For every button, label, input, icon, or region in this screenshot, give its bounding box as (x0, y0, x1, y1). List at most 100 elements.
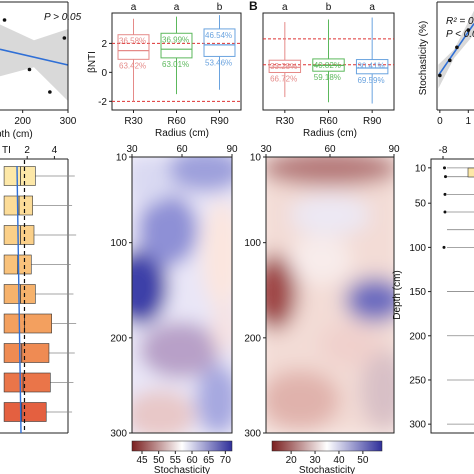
bnti-left-panel: -2 0 2 R30 R60 R90 a a b 36.58% 63.42% 36.99% 63.… (87, 2, 242, 127)
colorbar (271, 440, 383, 452)
x-tick-label: 90 (388, 144, 400, 155)
depth-boxplot-left-panel: 2 4 TI (0, 145, 77, 434)
x-tick-label: 30 (260, 144, 272, 155)
percent-top: 36.58% (119, 37, 146, 46)
significance-letter: a (174, 2, 180, 13)
significance-letter: a (282, 2, 288, 13)
percent-bottom: 66.72% (270, 74, 297, 83)
heatmap-left-panel: 30 60 90 10 100 200 300 Radius (cm) 45 50 55 60 6… (110, 128, 238, 474)
depth-box-row (3, 254, 71, 275)
depth-box-row (3, 313, 77, 334)
x-tick-label: R30 (124, 116, 143, 127)
outlier-point (443, 192, 447, 196)
colorbar-tick-label: 45 (136, 455, 148, 466)
colorbar-tick-label: 50 (357, 455, 369, 466)
data-point (438, 73, 442, 78)
percent-top: 46.54% (205, 31, 232, 40)
panel-title: TI (2, 145, 11, 156)
x-tick-label: 2 (24, 145, 30, 156)
colorbar-tick-label: 30 (309, 455, 321, 466)
x-tick-label: 0 (437, 116, 443, 127)
y-tick-label: 200 (409, 331, 426, 342)
y-tick-label: 300 (244, 429, 261, 440)
data-point (27, 67, 32, 72)
percent-top: 30.41% (357, 62, 384, 71)
x-tick-label: 4 (52, 145, 58, 156)
colorbar-tick-label: 70 (220, 455, 232, 466)
p-annotation: P < 0.00 (446, 29, 474, 40)
data-point (62, 36, 67, 40)
colorbar-tick-label: 60 (186, 455, 198, 466)
x-tick-label: 30 (126, 144, 138, 155)
percent-top: 33.28% (270, 62, 297, 71)
box-body (3, 402, 47, 422)
y-tick-label: -2 (98, 97, 107, 108)
data-point (48, 90, 52, 94)
y-axis-label: Stochasticity (%) (418, 21, 429, 95)
depth-box-row (3, 225, 77, 245)
box-r90 (355, 17, 389, 104)
significance-letter: b (326, 2, 332, 13)
data-point (466, 28, 471, 32)
colorbar-tick-label: 20 (286, 455, 298, 466)
trend-line (16, 165, 22, 434)
box-r90 (203, 15, 236, 90)
percent-bottom: 63.01% (162, 60, 189, 69)
x-axis-label: pth (cm) (0, 129, 33, 140)
box-body (160, 32, 193, 59)
percent-bottom: 63.42% (119, 61, 146, 70)
x-tick-label: R90 (363, 116, 382, 127)
p-annotation: P > 0.05 (44, 12, 82, 23)
box-body (3, 284, 36, 304)
colorbar-label: Stochasticity (154, 465, 210, 474)
y-axis-label: βNTI (87, 51, 98, 73)
outlier-point (443, 210, 447, 214)
x-tick-label: 90 (226, 144, 238, 155)
percent-bottom: 53.46% (205, 58, 232, 67)
data-point (2, 18, 7, 22)
x-tick-label: 200 (14, 116, 31, 127)
percent-top: 36.99% (162, 35, 189, 44)
panel-letter-b: B (249, 0, 258, 13)
x-tick-label: R30 (276, 116, 295, 127)
colorbar (131, 440, 233, 452)
y-tick-label: 300 (409, 420, 426, 431)
colorbar-tick-label: 40 (333, 455, 345, 466)
colorbar-tick-label: 50 (153, 455, 165, 466)
heatmap-surface (266, 157, 394, 433)
r2-annotation: R² = 0.6 (446, 16, 474, 27)
depth-box-row (3, 372, 74, 393)
box-body (3, 225, 35, 245)
y-tick-label: 200 (244, 333, 261, 344)
box-body (117, 34, 150, 60)
depth-box-row (3, 284, 74, 304)
depth-boxplot-right-panel: 10 50 100 150 200 250 300 -8 Depth (cm) (392, 145, 474, 434)
box-body (268, 59, 302, 73)
data-point (455, 45, 459, 50)
box-r60 (160, 16, 193, 95)
box-body (3, 313, 52, 334)
box-r30 (268, 22, 302, 98)
box-body (355, 59, 389, 75)
x-tick-label: -8 (439, 145, 448, 156)
data-point (448, 58, 452, 63)
x-axis-label: Radius (cm) (303, 128, 357, 139)
box-body (203, 28, 236, 57)
y-tick-label: 2 (101, 39, 107, 50)
y-tick-label: 10 (250, 153, 262, 164)
x-tick-label: 1 (466, 116, 472, 127)
bnti-right-panel: B R30 R60 R90 a b a 33.28% 66.72% 40.82% 59.18%… (249, 0, 395, 127)
box-body (3, 372, 51, 393)
colorbar-tick-label: 65 (203, 455, 215, 466)
colorbar-tick-label: 55 (170, 455, 182, 466)
y-tick-label: 100 (110, 238, 127, 249)
y-axis-label: Depth (cm) (392, 270, 403, 319)
percent-bottom: 69.59% (357, 76, 384, 85)
plot-frame (430, 158, 474, 434)
y-tick-label: 250 (409, 375, 426, 386)
box-r30 (117, 18, 150, 102)
y-tick-label: 300 (110, 429, 127, 440)
y-tick-label: 0 (101, 68, 107, 79)
outlier-point (442, 245, 446, 249)
